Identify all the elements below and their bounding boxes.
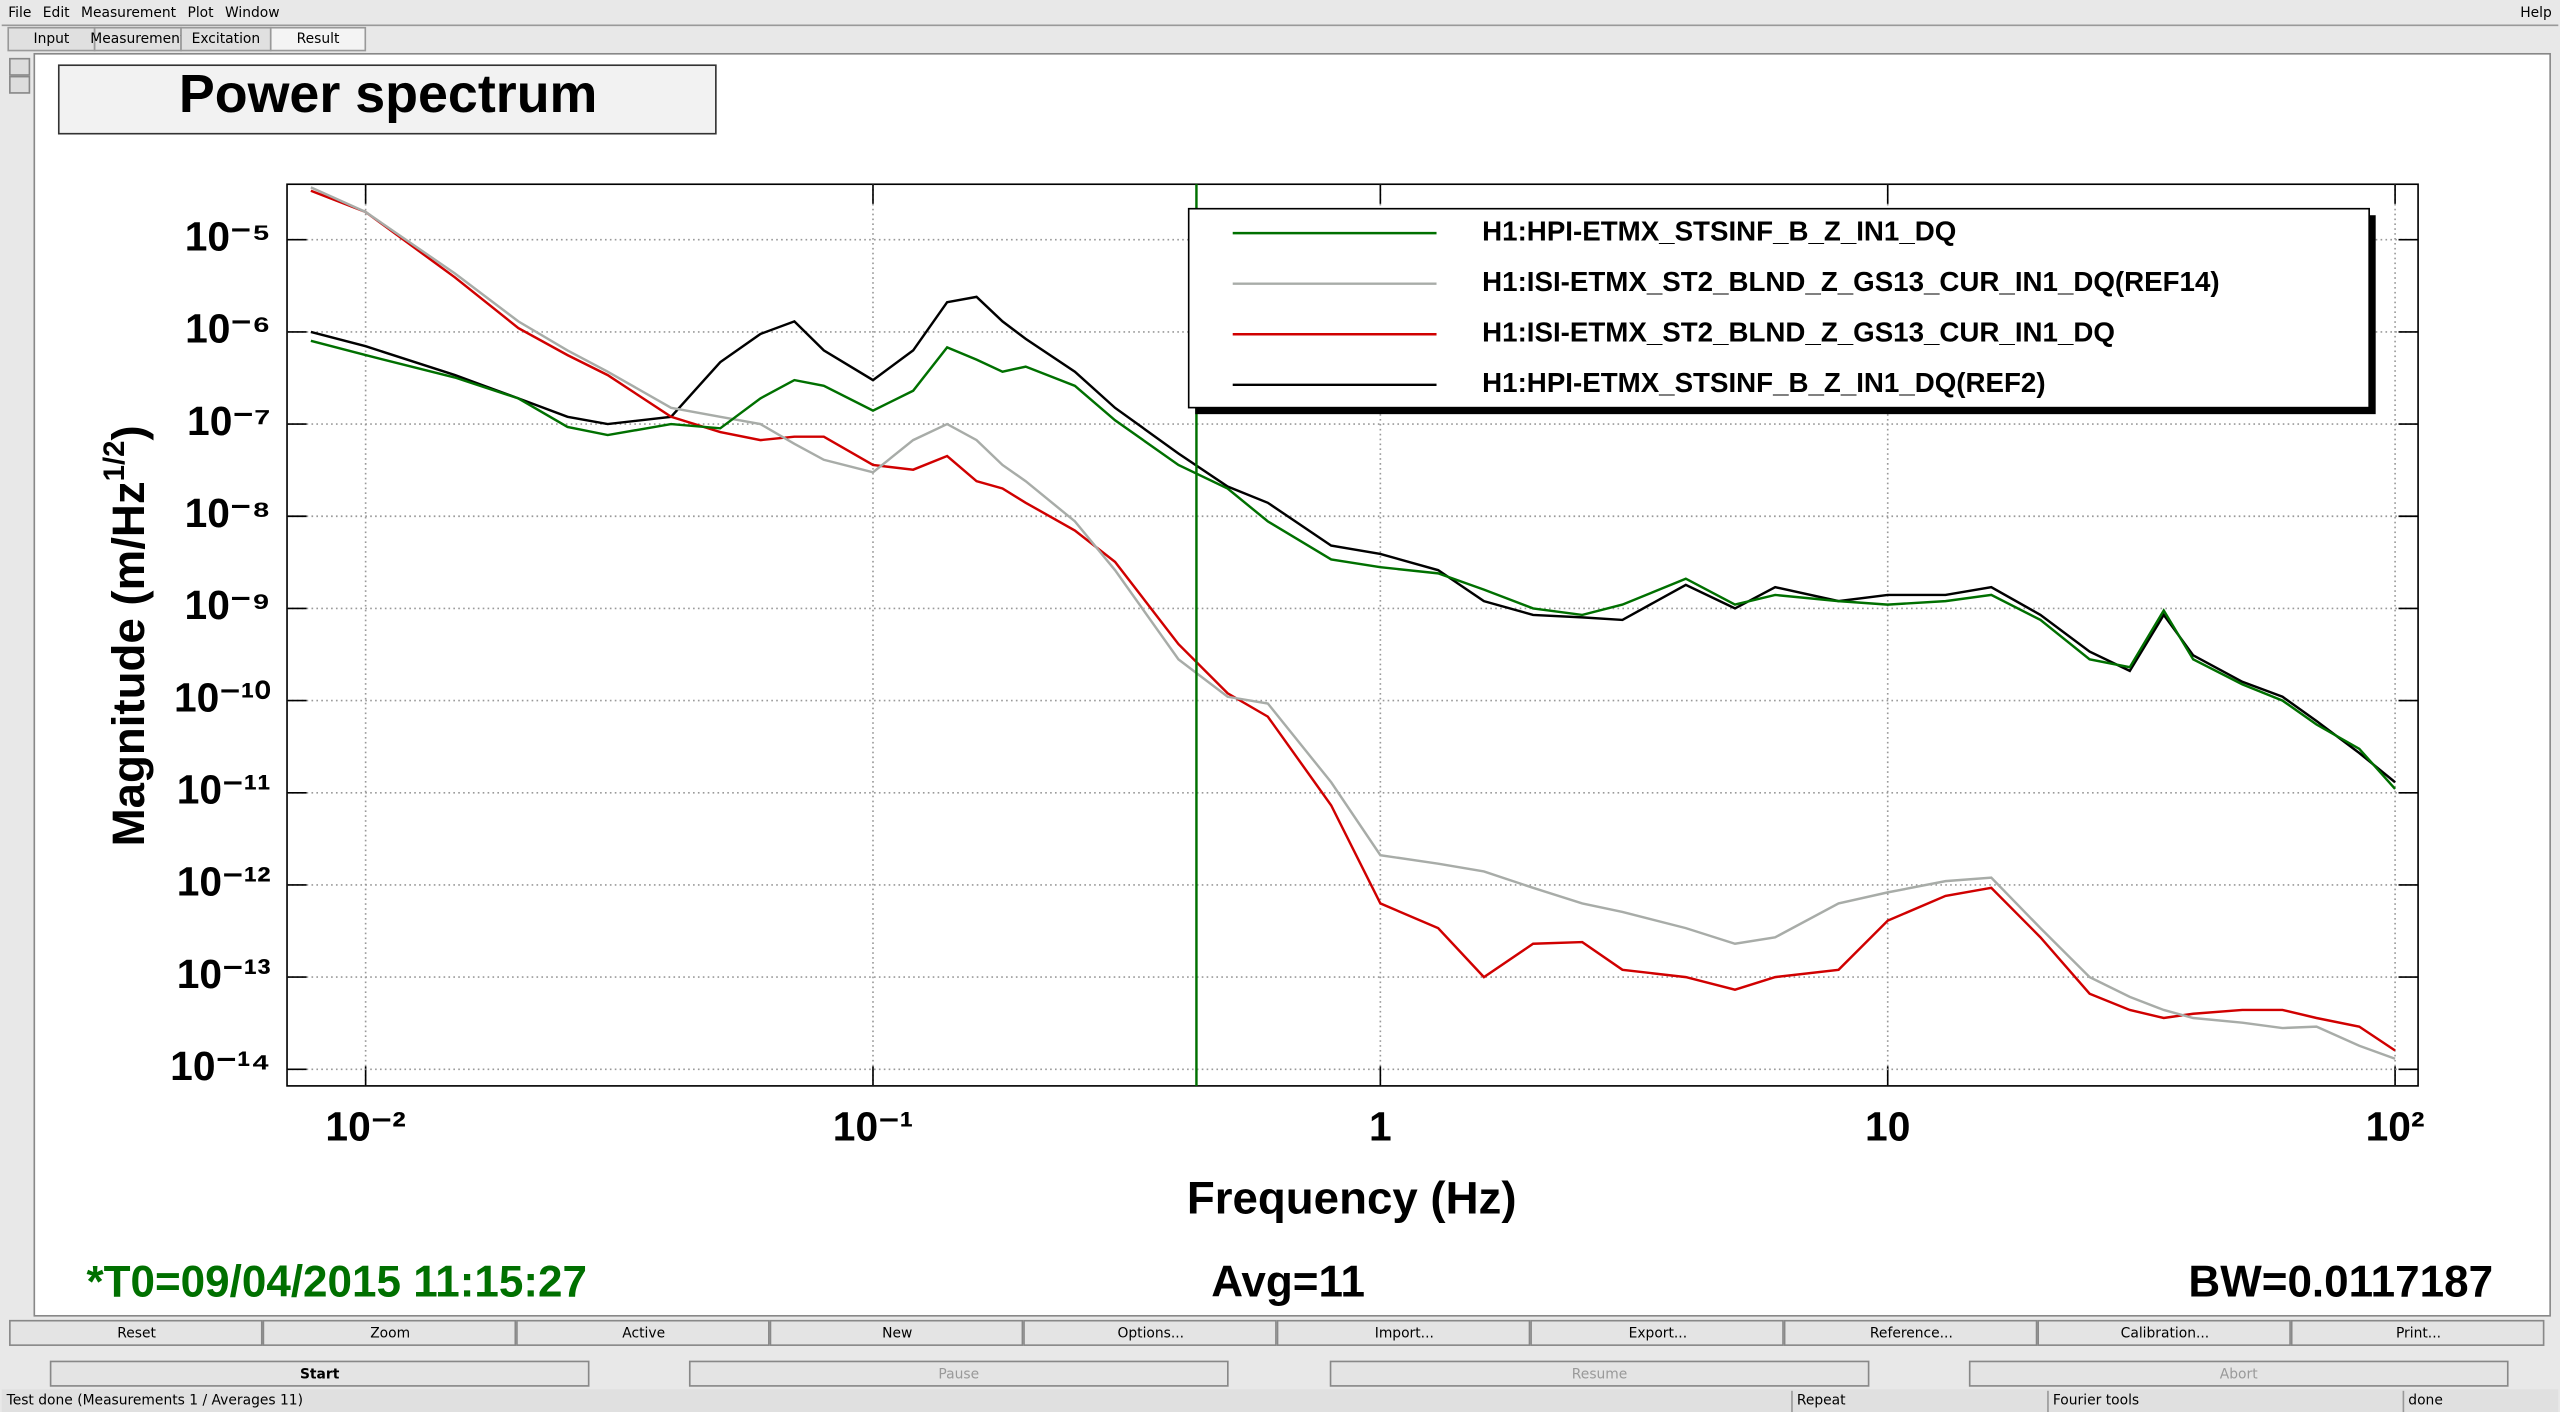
menu-item[interactable]: Plot	[187, 5, 214, 21]
toolbar-button-label[interactable]: Print...	[2396, 1326, 2441, 1342]
y-axis-label-exponent: 1/2	[98, 441, 131, 482]
control-button-label[interactable]: Resume	[1572, 1366, 1628, 1382]
x-tick-label: 1	[1369, 1104, 1392, 1150]
y-tick-label: 10⁻¹⁴	[170, 1043, 271, 1089]
toolbar-button[interactable]	[1530, 1319, 1784, 1346]
series-line	[310, 339, 2397, 790]
control-button-label[interactable]: Pause	[938, 1366, 979, 1382]
x-tick-label: 10⁻¹	[833, 1104, 913, 1150]
status-text: Repeat	[1797, 1393, 1846, 1409]
control-button[interactable]	[1968, 1360, 2509, 1387]
toolbar-button[interactable]	[516, 1319, 770, 1346]
y-axis-label-part: )	[103, 425, 154, 440]
menu-item[interactable]: Window	[225, 5, 280, 21]
series-line	[310, 295, 2396, 784]
tab-label[interactable]: Input	[33, 31, 69, 47]
toolbar-button-label[interactable]: New	[882, 1326, 912, 1342]
y-axis-label-part: Magnitude (m/Hz	[103, 481, 154, 846]
series-line	[310, 186, 2396, 1060]
status-text: done	[2408, 1393, 2443, 1409]
legend-label: H1:ISI-ETMX_ST2_BLND_Z_GS13_CUR_IN1_DQ(R…	[1482, 266, 2219, 297]
control-button-label[interactable]: Start	[300, 1366, 340, 1382]
toolbar-button[interactable]	[9, 1319, 263, 1346]
toolbar-button-label[interactable]: Active	[622, 1326, 665, 1342]
status-bar	[1, 1389, 2559, 1412]
y-tick-label: 10⁻⁷	[187, 398, 271, 444]
scroll-button[interactable]	[9, 75, 31, 94]
toolbar-button-label[interactable]: Export...	[1629, 1326, 1688, 1342]
legend	[1187, 207, 2370, 409]
tab-label[interactable]: Excitation	[192, 31, 261, 47]
toolbar-button[interactable]	[769, 1319, 1024, 1346]
control-button[interactable]	[49, 1360, 590, 1387]
toolbar-button[interactable]	[262, 1319, 517, 1346]
chart-title: Power spectrum	[179, 64, 598, 124]
toolbar-button-label[interactable]: Reference...	[1870, 1326, 1953, 1342]
x-tick-label: 10²	[2366, 1104, 2425, 1150]
toolbar-button-label[interactable]: Options...	[1117, 1326, 1184, 1342]
x-tick-label: 10	[1865, 1104, 1910, 1150]
y-tick-label: 10⁻¹³	[177, 951, 271, 997]
averages: Avg=11	[1211, 1257, 1365, 1306]
x-axis-label: Frequency (Hz)	[1187, 1173, 1517, 1224]
y-tick-label: 10⁻⁶	[185, 306, 271, 352]
title-box	[57, 64, 717, 135]
bandwidth: BW=0.0117187	[2188, 1257, 2493, 1306]
status-text: Test done (Measurements 1 / Averages 11)	[6, 1393, 303, 1409]
control-button-label[interactable]: Abort	[2220, 1366, 2258, 1382]
y-tick-label: 10⁻¹⁰	[174, 674, 271, 720]
toolbar-button[interactable]	[2290, 1319, 2545, 1346]
y-tick-label: 10⁻⁵	[185, 214, 271, 260]
start-time: *T0=09/04/2015 11:15:27	[86, 1257, 586, 1306]
control-button[interactable]	[688, 1360, 1229, 1387]
plot-lines	[310, 186, 2397, 1060]
y-tick-label: 10⁻¹¹	[177, 767, 271, 813]
legend-label: H1:HPI-ETMX_STSINF_B_Z_IN1_DQ(REF2)	[1482, 367, 2045, 398]
series-line	[310, 189, 2396, 1052]
legend-label: H1:ISI-ETMX_ST2_BLND_Z_GS13_CUR_IN1_DQ	[1482, 317, 2115, 348]
status-text: Fourier tools	[2053, 1393, 2139, 1409]
scroll-button[interactable]	[9, 57, 31, 76]
toolbar-button-label[interactable]: Import...	[1375, 1326, 1434, 1342]
y-tick-label: 10⁻¹²	[177, 859, 271, 905]
tab[interactable]	[269, 26, 367, 52]
x-tick-label: 10⁻²	[325, 1104, 405, 1150]
y-tick-label: 10⁻⁸	[185, 490, 271, 536]
toolbar-button-label[interactable]: Zoom	[370, 1326, 410, 1342]
tab-label[interactable]: Measurement	[90, 31, 186, 47]
toolbar-button-label[interactable]: Reset	[117, 1326, 156, 1342]
toolbar-button[interactable]	[1023, 1319, 1277, 1346]
toolbar-button-label[interactable]: Calibration...	[2121, 1326, 2210, 1342]
menu-item[interactable]: File	[8, 5, 31, 21]
menu-item[interactable]: Edit	[43, 5, 70, 21]
tab-label[interactable]: Result	[297, 31, 340, 47]
y-axis-label: Magnitude (m/Hz1/2)	[98, 425, 155, 846]
menu-item[interactable]: Measurement	[81, 5, 177, 21]
toolbar-button[interactable]	[2037, 1319, 2291, 1346]
legend-label: H1:HPI-ETMX_STSINF_B_Z_IN1_DQ	[1482, 215, 1956, 246]
control-button[interactable]	[1329, 1360, 1870, 1387]
menu-item[interactable]: Help	[2520, 5, 2552, 21]
toolbar-button[interactable]	[1783, 1319, 2038, 1346]
toolbar-button[interactable]	[1276, 1319, 1531, 1346]
y-tick-label: 10⁻⁹	[185, 582, 271, 628]
